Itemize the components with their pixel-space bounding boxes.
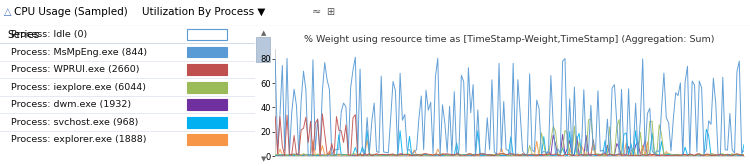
Text: Process: MsMpEng.exe (844): Process: MsMpEng.exe (844) bbox=[11, 47, 148, 57]
FancyBboxPatch shape bbox=[188, 134, 227, 145]
Text: ⊞: ⊞ bbox=[326, 7, 334, 17]
Text: ▲: ▲ bbox=[260, 30, 266, 36]
Text: Process: Idle (0): Process: Idle (0) bbox=[11, 30, 88, 39]
FancyBboxPatch shape bbox=[188, 82, 227, 92]
Text: % Weight using resource time as [TimeStamp-Weight,TimeStamp] (Aggregation: Sum): % Weight using resource time as [TimeSta… bbox=[304, 35, 715, 44]
FancyBboxPatch shape bbox=[188, 99, 227, 110]
FancyBboxPatch shape bbox=[188, 117, 227, 128]
Text: Process: WPRUI.exe (2660): Process: WPRUI.exe (2660) bbox=[11, 65, 140, 74]
Text: ≈: ≈ bbox=[312, 7, 321, 17]
FancyBboxPatch shape bbox=[188, 64, 227, 75]
FancyBboxPatch shape bbox=[256, 37, 270, 62]
Text: Series: Series bbox=[8, 30, 40, 40]
Text: Process: dwm.exe (1932): Process: dwm.exe (1932) bbox=[11, 100, 131, 109]
Text: Process: explorer.exe (1888): Process: explorer.exe (1888) bbox=[11, 135, 147, 144]
FancyBboxPatch shape bbox=[188, 47, 227, 57]
Text: Utilization By Process ▼: Utilization By Process ▼ bbox=[142, 7, 266, 17]
Text: △: △ bbox=[4, 7, 11, 17]
Text: CPU Usage (Sampled): CPU Usage (Sampled) bbox=[14, 7, 128, 17]
Text: ▼: ▼ bbox=[260, 156, 266, 162]
FancyBboxPatch shape bbox=[188, 29, 227, 40]
Text: Process: svchost.exe (968): Process: svchost.exe (968) bbox=[11, 118, 139, 127]
Text: Process: iexplore.exe (6044): Process: iexplore.exe (6044) bbox=[11, 83, 146, 92]
